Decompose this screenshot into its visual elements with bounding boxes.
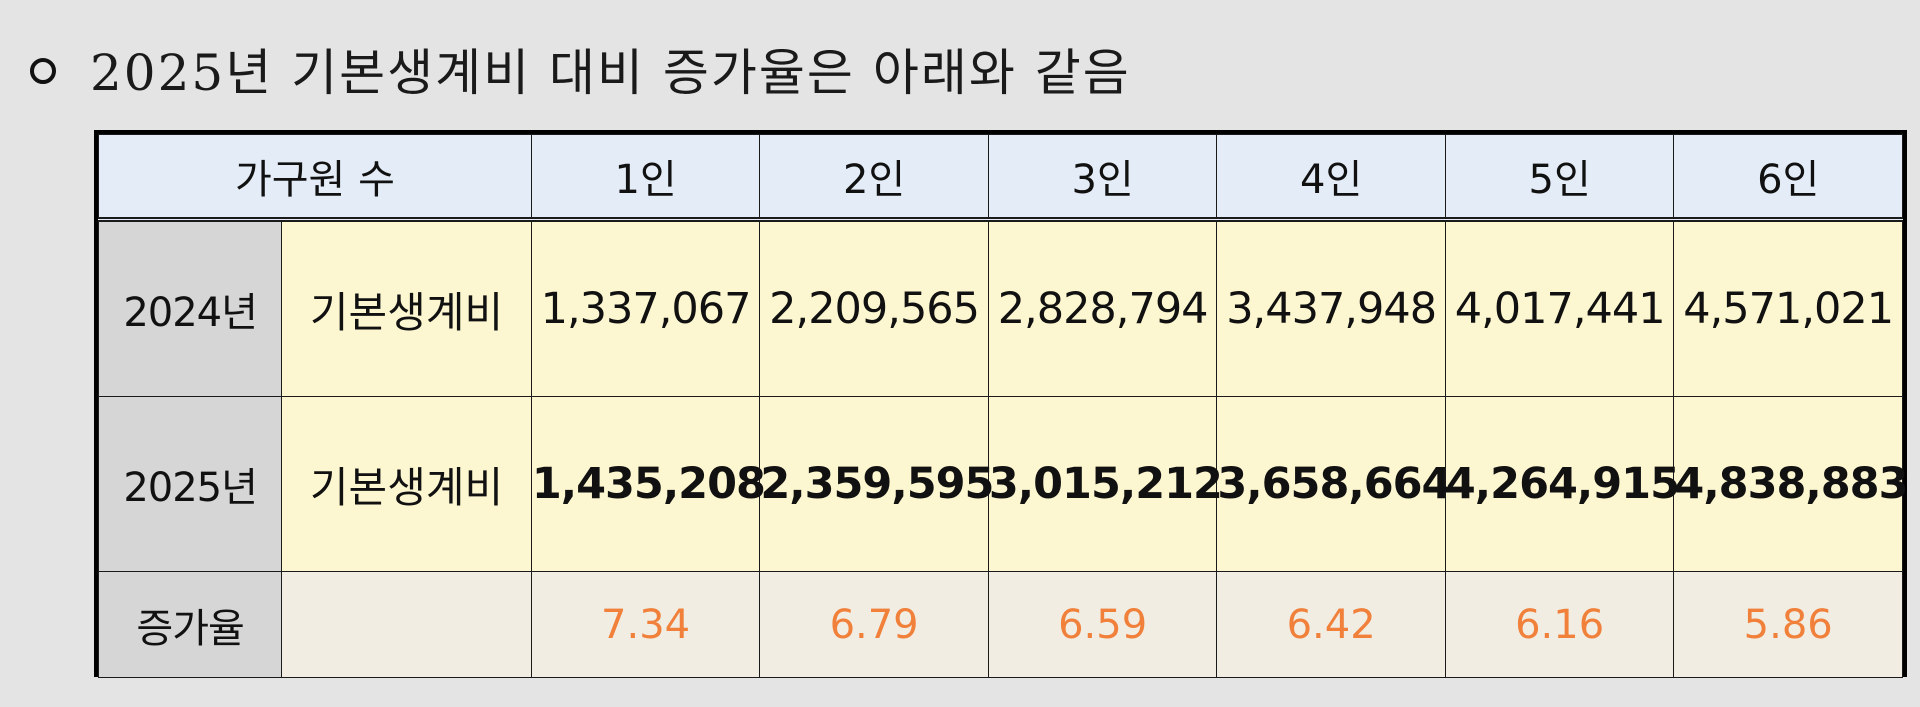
row-year: 2024년 — [97, 219, 283, 397]
rate-cell: 5.86 — [1673, 571, 1903, 678]
table-cell: 2,828,794 — [987, 219, 1218, 397]
table-cell: 4,571,021 — [1673, 219, 1903, 397]
header-col-3: 3인 — [987, 134, 1218, 222]
table-header-row: 가구원 수 1인 2인 3인 4인 5인 6인 — [98, 134, 1903, 222]
row-label: 기본생계비 — [281, 219, 532, 397]
header-col-1: 1인 — [530, 134, 761, 222]
header-col-4: 4인 — [1216, 134, 1446, 222]
row-year: 2025년 — [97, 396, 283, 572]
rate-cell: 6.42 — [1216, 571, 1446, 678]
table-cell: 1,337,067 — [530, 219, 761, 397]
table-cell: 3,658,664 — [1216, 396, 1451, 572]
rate-cell: 7.34 — [530, 571, 761, 678]
rate-cell: 6.59 — [987, 571, 1218, 678]
rate-label: 증가율 — [97, 571, 283, 678]
circle-bullet-icon — [30, 58, 56, 84]
header-household-size: 가구원 수 — [98, 134, 532, 222]
table-row-2025: 2025년 기본생계비 1,435,208 2,359,595 3,015,21… — [97, 396, 1909, 572]
table-cell: 1,435,208 — [530, 396, 766, 572]
table-cell: 4,838,883 — [1673, 396, 1909, 572]
living-cost-table: 가구원 수 1인 2인 3인 4인 5인 6인 2024년 기본생계비 1,33… — [94, 130, 1909, 678]
header-col-2: 2인 — [759, 134, 989, 222]
header-col-5: 5인 — [1444, 134, 1675, 222]
rate-empty-cell — [281, 571, 532, 678]
table-cell: 3,015,212 — [987, 396, 1223, 572]
heading-text: 2025년 기본생계비 대비 증가율은 아래와 같음 — [90, 44, 1131, 102]
table-cell: 4,017,441 — [1444, 219, 1675, 397]
header-col-6: 6인 — [1673, 134, 1903, 222]
table-row-2024: 2024년 기본생계비 1,337,067 2,209,565 2,828,79… — [97, 219, 1903, 397]
table-cell: 3,437,948 — [1216, 219, 1446, 397]
table-row-increase-rate: 증가율 7.34 6.79 6.59 6.42 6.16 5.86 — [97, 571, 1903, 678]
rate-cell: 6.16 — [1444, 571, 1675, 678]
rate-cell: 6.79 — [759, 571, 989, 678]
row-label: 기본생계비 — [281, 396, 532, 572]
table-cell: 2,209,565 — [759, 219, 989, 397]
table: 가구원 수 1인 2인 3인 4인 5인 6인 2024년 기본생계비 1,33… — [97, 134, 1909, 678]
table-cell: 2,359,595 — [759, 396, 994, 572]
table-cell: 4,264,915 — [1444, 396, 1680, 572]
section-heading: 2025년 기본생계비 대비 증가율은 아래와 같음 — [30, 34, 1131, 104]
